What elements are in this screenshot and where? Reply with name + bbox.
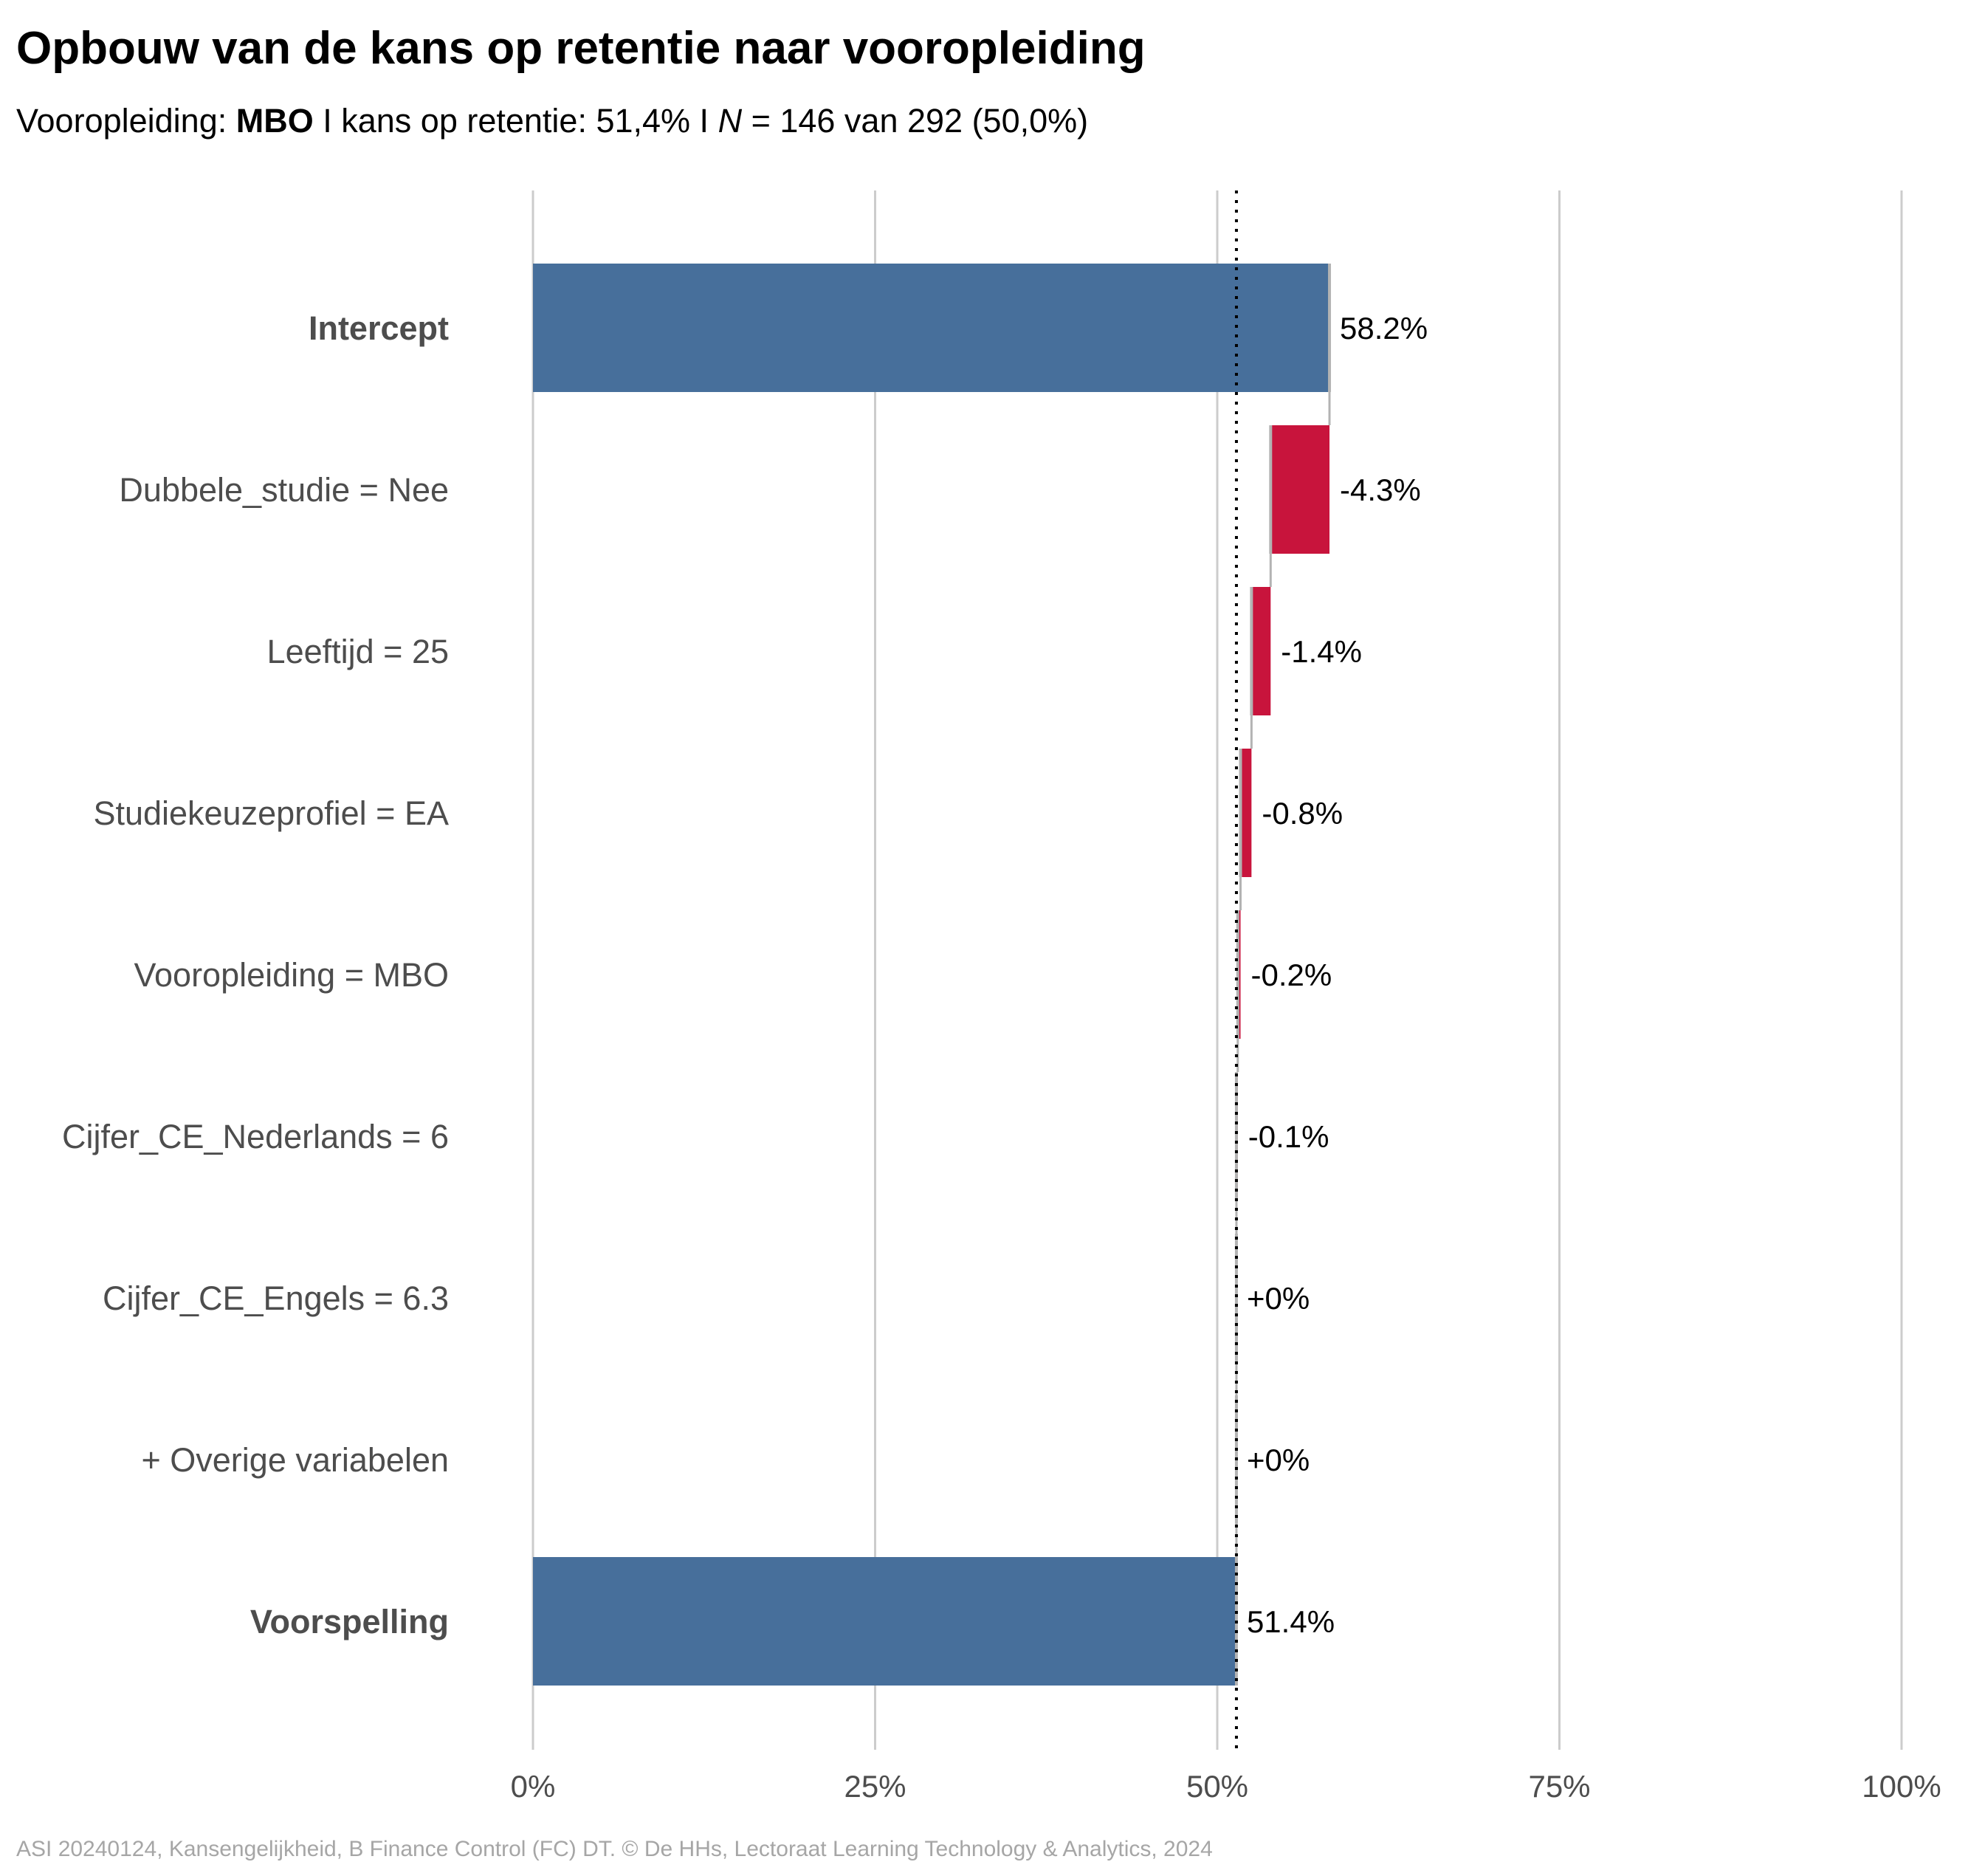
total-bar	[533, 264, 1330, 392]
x-tick-label: 0%	[511, 1769, 556, 1804]
value-label: +0%	[1247, 1281, 1310, 1316]
labels: 58.2% Intercept -4.3% Dubbele_studie = Nee -…	[62, 309, 1428, 1640]
contribution-bar	[1270, 425, 1330, 554]
x-axis-ticks: 0% 25% 50% 75% 100%	[511, 1769, 1941, 1804]
value-label: 58.2%	[1340, 311, 1428, 346]
contribution-bar	[1251, 587, 1271, 715]
x-tick-label: 75%	[1528, 1769, 1590, 1804]
waterfall-chart: 58.2% Intercept -4.3% Dubbele_studie = Nee -…	[62, 190, 1941, 1804]
subtitle-group: MBO	[235, 102, 314, 140]
chart-title: Opbouw van de kans op retentie naar voor…	[16, 23, 1146, 74]
subtitle-middle: I kans op retentie: 51,4% I	[313, 102, 718, 140]
chart-caption: ASI 20240124, Kansengelijkheid, B Financ…	[16, 1837, 1213, 1861]
contribution-bar	[1240, 749, 1252, 877]
bars	[533, 264, 1330, 1686]
category-label: Leeftijd = 25	[267, 633, 449, 670]
x-tick-label: 50%	[1186, 1769, 1248, 1804]
value-label: 51.4%	[1247, 1604, 1335, 1639]
category-label: Cijfer_CE_Nederlands = 6	[62, 1118, 449, 1155]
category-label: Vooropleiding = MBO	[134, 956, 449, 994]
category-label: Cijfer_CE_Engels = 6.3	[103, 1279, 449, 1317]
value-label: -0.2%	[1251, 958, 1332, 992]
category-label: Intercept	[309, 309, 449, 347]
value-label: +0%	[1247, 1443, 1310, 1477]
category-label: + Overige variabelen	[142, 1441, 450, 1479]
category-label: Studiekeuzeprofiel = EA	[93, 794, 449, 832]
subtitle-n-symbol: N	[718, 102, 743, 140]
value-label: -1.4%	[1281, 634, 1362, 669]
gridlines	[531, 190, 1903, 1750]
value-label: -0.8%	[1262, 796, 1343, 831]
x-tick-label: 100%	[1862, 1769, 1941, 1804]
subtitle-prefix: Vooropleiding:	[16, 102, 236, 140]
subtitle-suffix: = 146 van 292 (50,0%)	[742, 102, 1089, 140]
total-bar	[533, 1557, 1236, 1686]
x-tick-label: 25%	[844, 1769, 906, 1804]
value-label: -0.1%	[1248, 1119, 1329, 1154]
chart-subtitle: Vooropleiding: MBO I kans op retentie: 5…	[16, 102, 1088, 140]
value-label: -4.3%	[1340, 473, 1421, 507]
category-label: Voorspelling	[250, 1603, 449, 1640]
category-label: Dubbele_studie = Nee	[119, 471, 449, 509]
